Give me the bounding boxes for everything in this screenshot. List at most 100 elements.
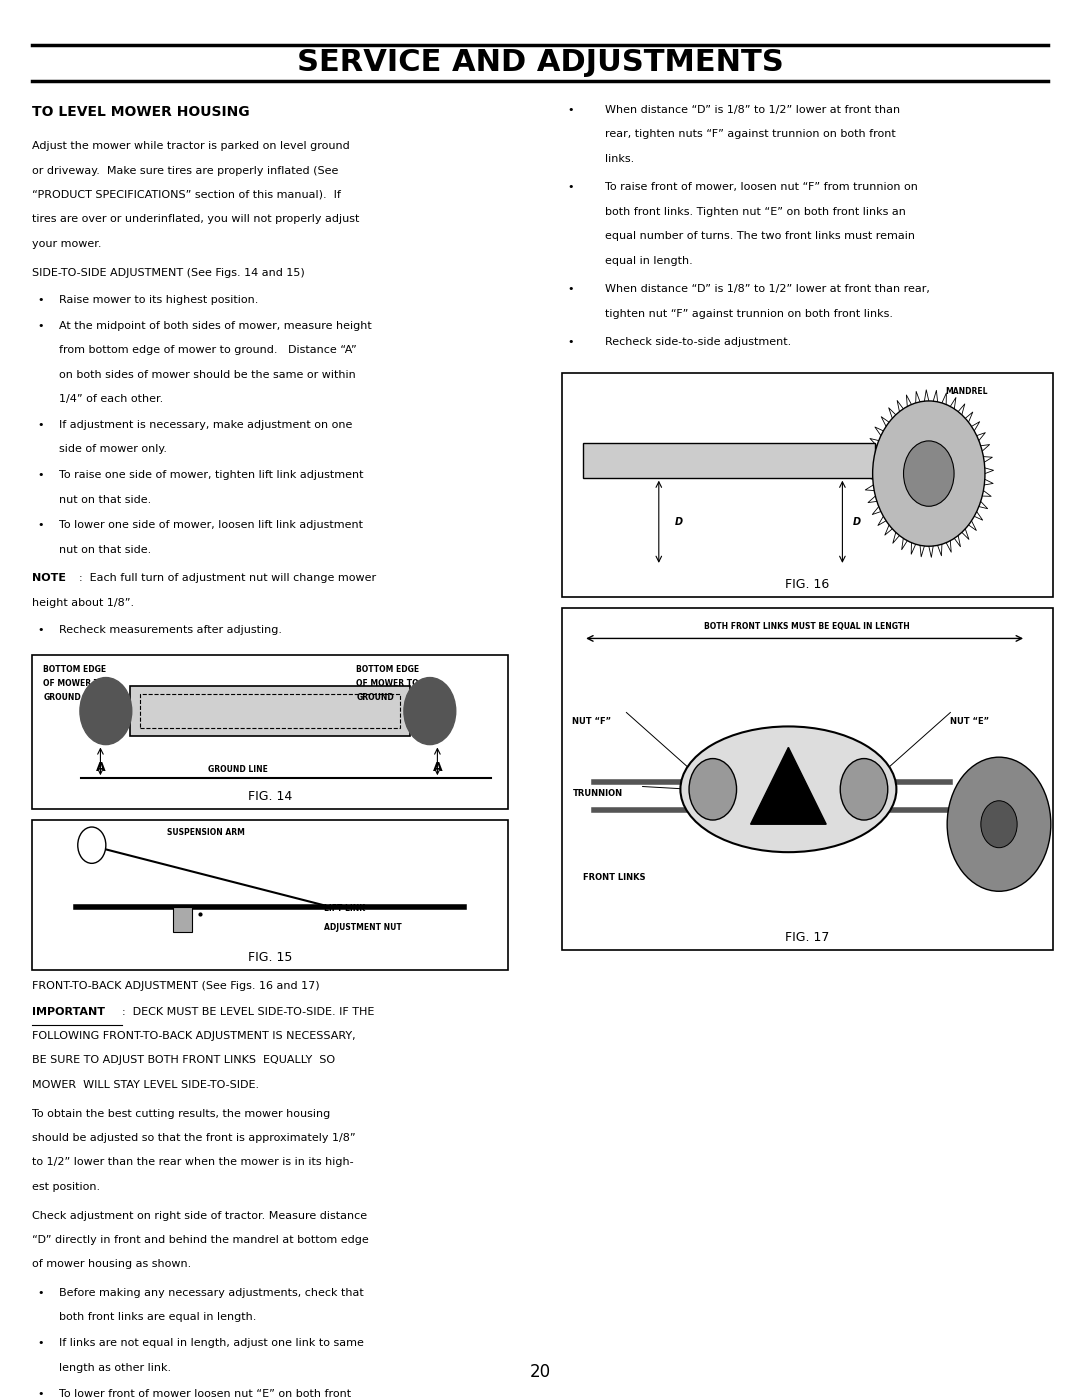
Text: Check adjustment on right side of tractor. Measure distance: Check adjustment on right side of tracto… <box>32 1210 367 1221</box>
Text: SIDE-TO-SIDE ADJUSTMENT (See Figs. 14 and 15): SIDE-TO-SIDE ADJUSTMENT (See Figs. 14 an… <box>32 267 306 278</box>
Text: •: • <box>38 469 44 481</box>
Polygon shape <box>751 747 826 824</box>
Text: MANDREL: MANDREL <box>945 387 987 395</box>
Text: SERVICE AND ADJUSTMENTS: SERVICE AND ADJUSTMENTS <box>297 49 783 77</box>
Text: :  DECK MUST BE LEVEL SIDE-TO-SIDE. IF THE: : DECK MUST BE LEVEL SIDE-TO-SIDE. IF TH… <box>122 1006 375 1017</box>
Text: •: • <box>38 624 44 636</box>
FancyBboxPatch shape <box>32 820 508 970</box>
Text: OF MOWER TO: OF MOWER TO <box>356 679 419 687</box>
Text: FIG. 17: FIG. 17 <box>785 932 829 944</box>
Text: A: A <box>96 761 105 774</box>
Text: FRONT-TO-BACK ADJUSTMENT (See Figs. 16 and 17): FRONT-TO-BACK ADJUSTMENT (See Figs. 16 a… <box>32 981 320 990</box>
Text: 1/4” of each other.: 1/4” of each other. <box>59 394 164 404</box>
Text: When distance “D” is 1/8” to 1/2” lower at front than rear,: When distance “D” is 1/8” to 1/2” lower … <box>605 284 930 295</box>
Text: FIG. 14: FIG. 14 <box>248 791 292 803</box>
Text: OF MOWER TO: OF MOWER TO <box>43 679 106 687</box>
Text: ADJUSTMENT NUT: ADJUSTMENT NUT <box>324 923 402 932</box>
Text: D: D <box>853 517 862 527</box>
Circle shape <box>404 678 456 745</box>
Text: TO LEVEL MOWER HOUSING: TO LEVEL MOWER HOUSING <box>32 105 251 119</box>
Text: equal in length.: equal in length. <box>605 256 692 265</box>
Text: •: • <box>38 419 44 430</box>
Text: or driveway.  Make sure tires are properly inflated (See: or driveway. Make sure tires are properl… <box>32 166 339 176</box>
Text: nut on that side.: nut on that side. <box>59 495 151 504</box>
FancyBboxPatch shape <box>562 373 1053 597</box>
Text: BE SURE TO ADJUST BOTH FRONT LINKS  EQUALLY  SO: BE SURE TO ADJUST BOTH FRONT LINKS EQUAL… <box>32 1055 336 1066</box>
Circle shape <box>689 759 737 820</box>
Text: both front links. Tighten nut “E” on both front links an: both front links. Tighten nut “E” on bot… <box>605 207 906 217</box>
Text: •: • <box>38 295 44 305</box>
Circle shape <box>904 441 954 506</box>
Text: FRONT LINKS: FRONT LINKS <box>583 873 646 882</box>
Text: GROUND: GROUND <box>43 693 81 701</box>
Circle shape <box>947 757 1051 891</box>
Text: To obtain the best cutting results, the mower housing: To obtain the best cutting results, the … <box>32 1108 330 1119</box>
Text: equal number of turns. The two front links must remain: equal number of turns. The two front lin… <box>605 231 915 242</box>
Text: FIG. 16: FIG. 16 <box>785 578 829 591</box>
Text: both front links are equal in length.: both front links are equal in length. <box>59 1312 257 1323</box>
Text: If links are not equal in length, adjust one link to same: If links are not equal in length, adjust… <box>59 1338 364 1348</box>
Text: Raise mower to its highest position.: Raise mower to its highest position. <box>59 295 259 305</box>
Text: of mower housing as shown.: of mower housing as shown. <box>32 1259 191 1270</box>
Text: NUT “E”: NUT “E” <box>950 717 989 725</box>
Text: A: A <box>433 761 442 774</box>
Text: tighten nut “F” against trunnion on both front links.: tighten nut “F” against trunnion on both… <box>605 309 893 319</box>
Circle shape <box>80 678 132 745</box>
Text: •: • <box>567 105 573 115</box>
Text: •: • <box>567 337 573 348</box>
Text: est position.: est position. <box>32 1182 100 1192</box>
Text: BOTTOM EDGE: BOTTOM EDGE <box>356 665 419 673</box>
Text: To lower front of mower loosen nut “E” on both front: To lower front of mower loosen nut “E” o… <box>59 1389 351 1397</box>
Text: If adjustment is necessary, make adjustment on one: If adjustment is necessary, make adjustm… <box>59 419 353 430</box>
Bar <box>583 443 875 478</box>
Text: To raise front of mower, loosen nut “F” from trunnion on: To raise front of mower, loosen nut “F” … <box>605 182 918 193</box>
Text: LIFT LINK: LIFT LINK <box>324 904 365 912</box>
Ellipse shape <box>680 726 896 852</box>
Text: When distance “D” is 1/8” to 1/2” lower at front than: When distance “D” is 1/8” to 1/2” lower … <box>605 105 900 115</box>
Text: SUSPENSION ARM: SUSPENSION ARM <box>167 828 245 837</box>
Text: TRUNNION: TRUNNION <box>572 789 622 798</box>
FancyBboxPatch shape <box>562 608 1053 950</box>
Text: “D” directly in front and behind the mandrel at bottom edge: “D” directly in front and behind the man… <box>32 1235 369 1245</box>
Text: Recheck side-to-side adjustment.: Recheck side-to-side adjustment. <box>605 337 791 348</box>
Text: At the midpoint of both sides of mower, measure height: At the midpoint of both sides of mower, … <box>59 320 373 331</box>
Text: 20: 20 <box>529 1363 551 1380</box>
Text: GROUND: GROUND <box>356 693 394 701</box>
Text: NUT “F”: NUT “F” <box>572 717 611 725</box>
Text: GROUND LINE: GROUND LINE <box>207 766 268 774</box>
Text: To raise one side of mower, tighten lift link adjustment: To raise one side of mower, tighten lift… <box>59 469 364 481</box>
Text: should be adjusted so that the front is approximately 1/8”: should be adjusted so that the front is … <box>32 1133 356 1143</box>
Text: To lower one side of mower, loosen lift link adjustment: To lower one side of mower, loosen lift … <box>59 520 363 531</box>
Text: D: D <box>675 517 684 527</box>
Text: •: • <box>38 1338 44 1348</box>
Circle shape <box>840 759 888 820</box>
Text: •: • <box>567 284 573 295</box>
Text: tires are over or underinflated, you will not properly adjust: tires are over or underinflated, you wil… <box>32 214 360 225</box>
Text: links.: links. <box>605 154 634 163</box>
Bar <box>173 907 192 932</box>
Text: height about 1/8”.: height about 1/8”. <box>32 598 135 608</box>
Text: Recheck measurements after adjusting.: Recheck measurements after adjusting. <box>59 624 282 636</box>
Text: Before making any necessary adjustments, check that: Before making any necessary adjustments,… <box>59 1288 364 1298</box>
Text: •: • <box>38 520 44 531</box>
Text: Adjust the mower while tractor is parked on level ground: Adjust the mower while tractor is parked… <box>32 141 350 151</box>
Text: nut on that side.: nut on that side. <box>59 545 151 555</box>
Circle shape <box>873 401 985 546</box>
Text: to 1/2” lower than the rear when the mower is in its high-: to 1/2” lower than the rear when the mow… <box>32 1157 354 1168</box>
FancyBboxPatch shape <box>32 655 508 809</box>
Text: length as other link.: length as other link. <box>59 1362 172 1373</box>
Text: MOWER  WILL STAY LEVEL SIDE-TO-SIDE.: MOWER WILL STAY LEVEL SIDE-TO-SIDE. <box>32 1080 259 1090</box>
Text: on both sides of mower should be the same or within: on both sides of mower should be the sam… <box>59 369 356 380</box>
Bar <box>140 694 400 728</box>
Text: IMPORTANT: IMPORTANT <box>32 1006 106 1017</box>
Bar <box>130 686 410 736</box>
Text: •: • <box>38 1288 44 1298</box>
Text: your mower.: your mower. <box>32 239 102 249</box>
Text: •: • <box>38 320 44 331</box>
Text: BOTTOM EDGE: BOTTOM EDGE <box>43 665 106 673</box>
Text: :  Each full turn of adjustment nut will change mower: : Each full turn of adjustment nut will … <box>79 573 376 584</box>
Text: BOTH FRONT LINKS MUST BE EQUAL IN LENGTH: BOTH FRONT LINKS MUST BE EQUAL IN LENGTH <box>704 622 910 630</box>
Text: rear, tighten nuts “F” against trunnion on both front: rear, tighten nuts “F” against trunnion … <box>605 129 895 140</box>
Text: from bottom edge of mower to ground.   Distance “A”: from bottom edge of mower to ground. Dis… <box>59 345 357 355</box>
Circle shape <box>78 827 106 863</box>
